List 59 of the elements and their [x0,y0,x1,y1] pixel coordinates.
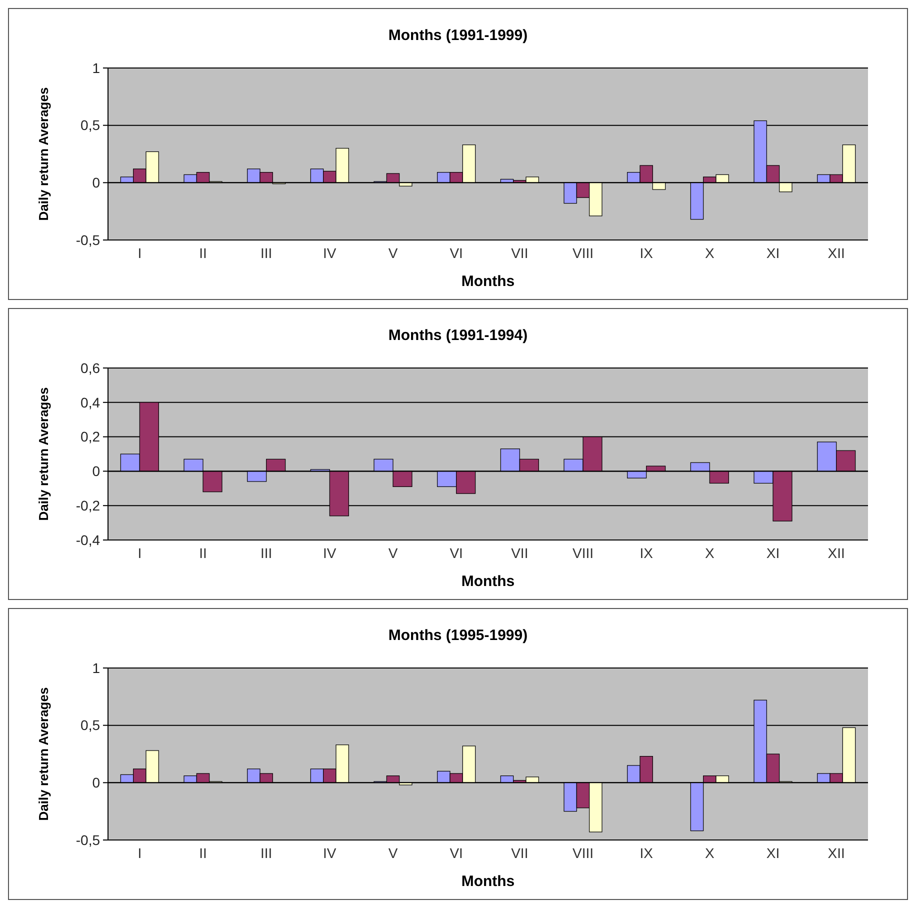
y-tick-label: 1 [92,60,100,76]
y-tick-label: 0 [92,463,100,480]
x-tick-label: I [138,245,142,261]
x-tick-label: VIII [572,245,594,261]
y-tick-label: 0,5 [80,717,100,734]
x-tick-label: IX [640,245,654,261]
x-axis-title: Months [461,573,515,590]
x-tick-label: IX [640,545,654,561]
x-tick-label: VI [450,245,463,261]
chart-title: Months (1991-1999) [388,27,528,44]
x-tick-label: XII [828,245,845,261]
x-tick-label: V [388,545,398,561]
x-tick-label: XI [766,245,780,261]
x-tick-label: III [260,245,272,261]
x-tick-label: I [138,545,142,561]
x-tick-label: X [704,245,715,261]
x-tick-label: XII [828,545,845,561]
x-tick-label: IV [323,845,337,861]
y-tick-label: -0,4 [76,532,100,548]
x-tick-label: III [260,845,272,861]
chart-title: Months (1995-1999) [388,627,528,644]
y-tick-label: 0,6 [80,360,100,376]
y-tick-label: 0,2 [80,428,100,445]
y-axis-title: Daily return Averages [36,87,51,221]
x-tick-label: X [704,845,715,861]
x-tick-label: IV [323,245,337,261]
x-tick-label: VI [450,545,463,561]
x-tick-label: V [388,245,398,261]
x-tick-label: IX [640,845,654,861]
x-tick-label: VII [511,545,528,561]
y-axis-title: Daily return Averages [36,687,51,821]
x-tick-label: VI [450,845,463,861]
x-tick-label: XI [766,845,780,861]
x-axis-title: Months [461,273,515,290]
x-tick-label: VII [511,245,528,261]
x-tick-label: VII [511,845,528,861]
y-axis-title: Daily return Averages [36,387,51,521]
x-tick-label: IV [323,545,337,561]
x-tick-label: V [388,845,398,861]
y-tick-label: -0,5 [76,232,100,248]
x-tick-label: II [199,245,207,261]
y-tick-label: 0,5 [80,117,100,134]
y-tick-label: 1 [92,660,100,676]
x-tick-label: XII [828,845,845,861]
x-tick-label: II [199,845,207,861]
y-tick-label: 0,4 [80,394,100,410]
x-tick-label: XI [766,545,780,561]
y-tick-label: -0,2 [76,498,100,514]
x-tick-label: III [260,545,272,561]
x-tick-label: X [704,545,715,561]
x-tick-label: I [138,845,142,861]
y-tick-label: -0,5 [76,832,100,848]
y-tick-label: 0 [92,174,100,191]
x-tick-label: VIII [572,545,594,561]
y-tick-label: 0 [92,774,100,791]
x-tick-label: II [199,545,207,561]
x-tick-label: VIII [572,845,594,861]
x-axis-title: Months [461,873,515,890]
chart-title: Months (1991-1994) [388,327,528,344]
